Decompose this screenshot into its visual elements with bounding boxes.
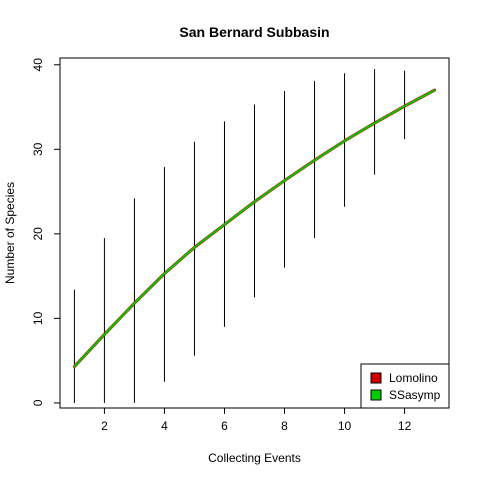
plot-area: 2 4 6 8 10 12 0 10 20 30 40 Lomolino SSasymp bbox=[31, 57, 450, 433]
chart-title: San Bernard Subbasin bbox=[179, 24, 329, 40]
legend-swatch-ssasymp bbox=[370, 389, 382, 401]
y-axis-label: Number of Species bbox=[3, 182, 17, 284]
x-axis-label: Collecting Events bbox=[208, 451, 301, 465]
y-tick-label: 0 bbox=[31, 399, 45, 406]
y-tick-label: 10 bbox=[31, 311, 45, 325]
x-tick-label: 2 bbox=[101, 419, 108, 433]
plot-border bbox=[59, 57, 450, 409]
x-tick-label: 4 bbox=[161, 419, 168, 433]
y-tick-label: 20 bbox=[31, 227, 45, 241]
x-tick-label: 6 bbox=[221, 419, 228, 433]
legend-box bbox=[360, 363, 450, 409]
legend-label-lomolino: Lomolino bbox=[389, 371, 438, 385]
legend-label-ssasymp: SSasymp bbox=[389, 388, 441, 402]
x-tick-label: 12 bbox=[398, 419, 412, 433]
y-tick-label: 40 bbox=[31, 58, 45, 72]
x-tick-label: 10 bbox=[338, 419, 352, 433]
legend-swatch-lomolino bbox=[370, 372, 382, 384]
y-tick-label: 30 bbox=[31, 142, 45, 156]
x-tick-label: 8 bbox=[281, 419, 288, 433]
series-line-ssasymp bbox=[73, 89, 436, 368]
